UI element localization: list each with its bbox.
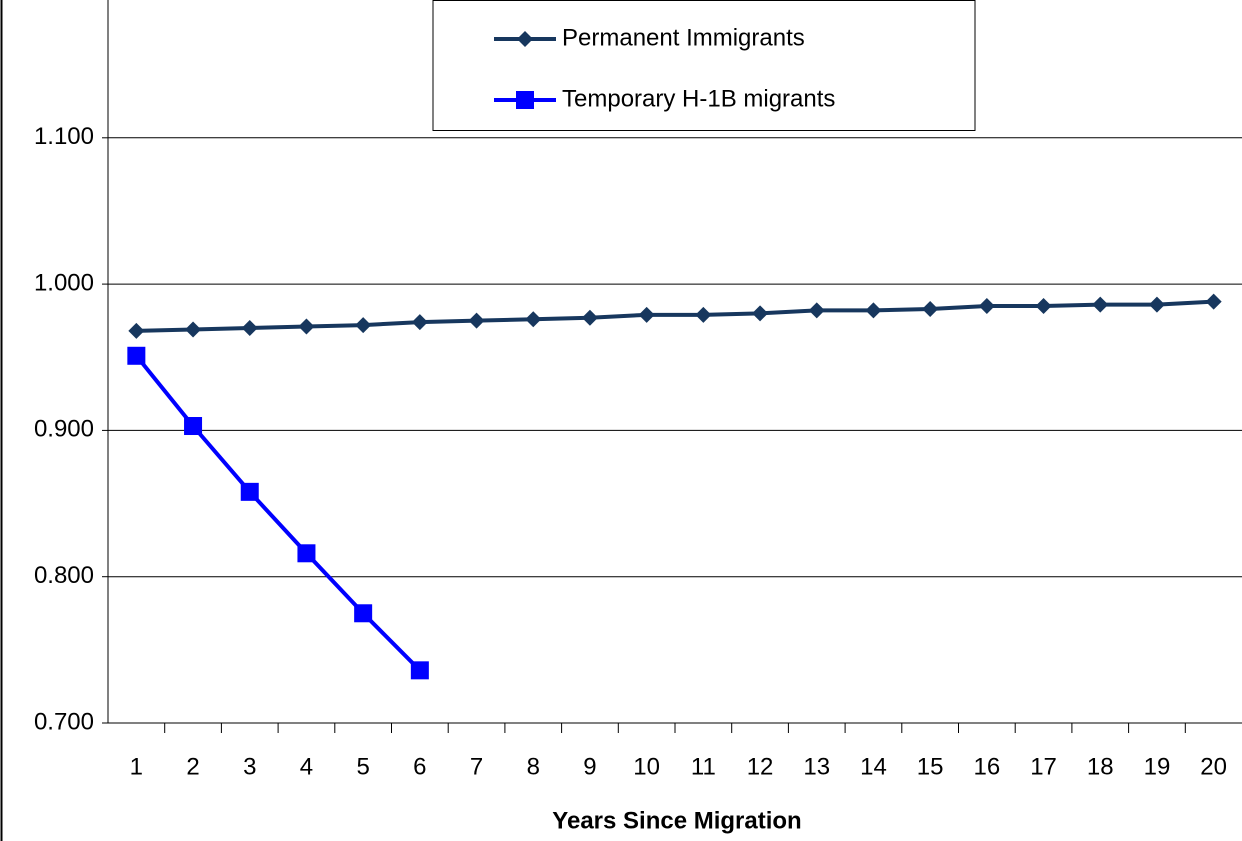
- x-tick-label: 12: [747, 753, 774, 780]
- x-tick-label: 2: [186, 753, 199, 780]
- x-tick-label: 20: [1200, 753, 1227, 780]
- marker: [638, 306, 655, 323]
- x-tick-label: 4: [300, 753, 313, 780]
- marker: [752, 305, 769, 322]
- y-tick-label: 1.100: [34, 123, 94, 150]
- legend-label: Permanent Immigrants: [562, 24, 805, 51]
- marker: [978, 298, 995, 315]
- x-tick-label: 11: [691, 753, 716, 780]
- x-tick-label: 15: [917, 753, 944, 780]
- marker: [298, 318, 315, 335]
- x-tick-label: 13: [803, 753, 830, 780]
- marker: [517, 31, 533, 47]
- x-tick-label: 9: [583, 753, 596, 780]
- marker: [922, 300, 939, 317]
- marker: [354, 604, 373, 623]
- x-tick-label: 19: [1144, 753, 1171, 780]
- x-axis-label: Years Since Migration: [552, 807, 801, 834]
- marker: [355, 317, 372, 334]
- series-line: [134, 354, 422, 672]
- x-tick-label: 5: [356, 753, 369, 780]
- x-tick-label: 6: [413, 753, 426, 780]
- y-tick-label: 0.700: [34, 708, 94, 735]
- marker: [516, 91, 534, 109]
- x-tick-label: 16: [973, 753, 1000, 780]
- x-tick-label: 1: [130, 753, 143, 780]
- x-tick-label: 7: [470, 753, 483, 780]
- marker: [1092, 296, 1109, 313]
- y-tick-label: 1.000: [34, 269, 94, 296]
- marker: [865, 302, 882, 319]
- marker: [184, 417, 203, 436]
- x-tick-label: 3: [243, 753, 256, 780]
- marker: [128, 322, 145, 339]
- series-line: [136, 299, 1214, 333]
- x-tick-label: 8: [527, 753, 540, 780]
- legend: Permanent Immigrants Temporary H-1B migra…: [432, 0, 976, 131]
- marker: [468, 312, 485, 329]
- marker: [185, 321, 202, 338]
- legend-label: Temporary H-1B migrants: [562, 85, 835, 112]
- x-tick-label: 17: [1030, 753, 1057, 780]
- marker: [581, 309, 598, 326]
- marker: [241, 319, 258, 336]
- y-tick-label: 0.800: [34, 562, 94, 589]
- marker: [1035, 298, 1052, 315]
- marker: [1148, 296, 1165, 313]
- marker: [411, 314, 428, 331]
- marker: [297, 544, 316, 563]
- marker: [410, 661, 429, 680]
- x-tick-label: 10: [633, 753, 660, 780]
- marker: [127, 346, 146, 365]
- x-tick-label: 14: [860, 753, 887, 780]
- marker: [525, 311, 542, 328]
- y-tick-label: 0.900: [34, 416, 94, 443]
- marker: [808, 302, 825, 319]
- marker: [695, 306, 712, 323]
- marker: [240, 482, 259, 501]
- x-tick-label: 18: [1087, 753, 1114, 780]
- marker: [1205, 293, 1222, 310]
